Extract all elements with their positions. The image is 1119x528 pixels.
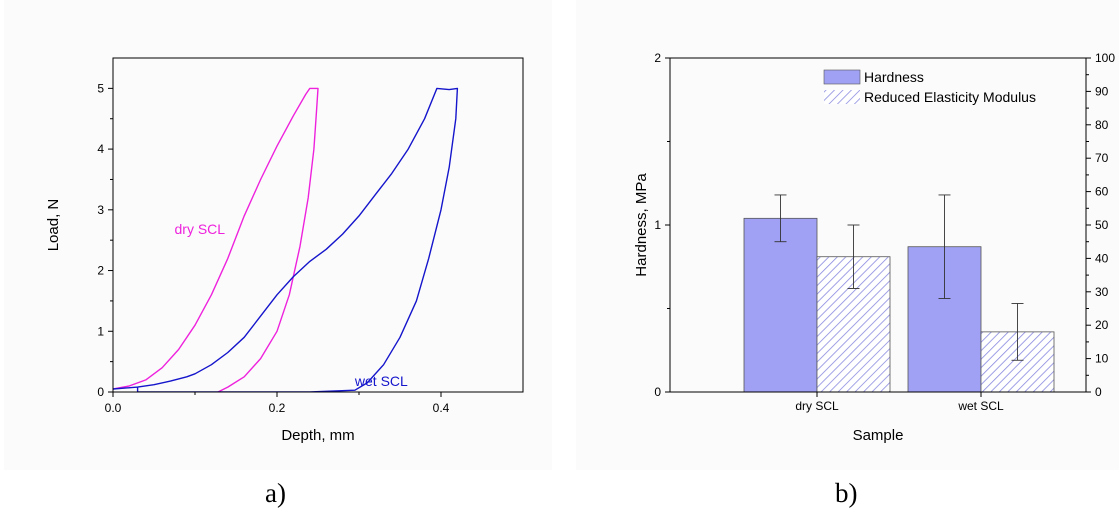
y-axis-label-a: Load, N: [45, 199, 62, 252]
legend-swatch: [823, 69, 861, 85]
y-tick-label: 2: [654, 51, 661, 65]
panel-b-background: dry SCL wet SCL 0 1 2 0 10 20 30 40 50 60 70 80 90 100 …: [576, 0, 1119, 470]
x-tick-label: 0.2: [269, 401, 286, 415]
panel-a-background: 0.0 0.2 0.4 0 1 2 3 4 5 dry SCL wet SCL Depth, mm…: [4, 0, 552, 470]
y2-tick-label: 90: [1095, 84, 1109, 98]
y-tick-label: 0: [97, 385, 104, 399]
y2-tick-label: 20: [1095, 318, 1109, 332]
y2-tick-label: 70: [1095, 151, 1109, 165]
y-tick-label: 4: [97, 142, 104, 156]
load-depth-curves: [113, 87, 459, 392]
y-tick-label: 1: [654, 218, 661, 232]
x-tick-label: 0.0: [105, 401, 122, 415]
x-axis-label-b: Sample: [853, 427, 904, 444]
y-tick-label: 1: [97, 324, 104, 338]
y2-tick-label: 60: [1095, 185, 1109, 199]
annotation-label: wet SCL: [354, 373, 408, 389]
y2-tick-label: 30: [1095, 285, 1109, 299]
x-category-label: wet SCL: [957, 399, 1004, 413]
y2-tick-label: 50: [1095, 218, 1109, 232]
figure-label-a: a): [265, 478, 286, 508]
y-tick-label: 2: [97, 264, 104, 278]
axis-ticks-a: 0.0 0.2 0.4 0 1 2 3 4 5: [97, 81, 449, 415]
bar-series: [743, 194, 1055, 393]
x-category-label: dry SCL: [795, 399, 839, 413]
y2-tick-label: 80: [1095, 118, 1109, 132]
x-tick-label: 0.4: [433, 401, 450, 415]
y-tick-label: 3: [97, 203, 104, 217]
legend-swatch: [824, 90, 860, 104]
y2-tick-label: 10: [1095, 352, 1109, 366]
y-axis-label-b: Hardness, MPa: [633, 173, 650, 277]
figure-label-b: b): [835, 478, 858, 508]
load-depth-chart: 0.0 0.2 0.4 0 1 2 3 4 5 dry SCL wet SCL Depth, mm…: [45, 57, 524, 444]
y2-tick-label: 40: [1095, 251, 1109, 265]
series-line-1: [113, 87, 459, 392]
bar-hardness: [743, 217, 818, 393]
legend-label: Reduced Elasticity Modulus: [864, 89, 1036, 105]
legend-label: Hardness: [864, 69, 924, 85]
y-tick-label: 5: [97, 81, 104, 95]
annotation-label: dry SCL: [175, 221, 226, 237]
x-axis-label-a: Depth, mm: [281, 427, 354, 444]
hardness-bar-chart: dry SCL wet SCL0120102030405060708090100 …: [633, 51, 1115, 444]
y-tick-label: 0: [654, 385, 661, 399]
y2-tick-label: 0: [1095, 385, 1102, 399]
y2-tick-label: 100: [1095, 51, 1115, 65]
curve-annotations: dry SCL wet SCL: [175, 221, 409, 389]
legend: Hardness Reduced Elasticity Modulus: [823, 69, 1036, 105]
series-line-0: [113, 87, 319, 392]
plot-frame-a: [112, 57, 524, 393]
